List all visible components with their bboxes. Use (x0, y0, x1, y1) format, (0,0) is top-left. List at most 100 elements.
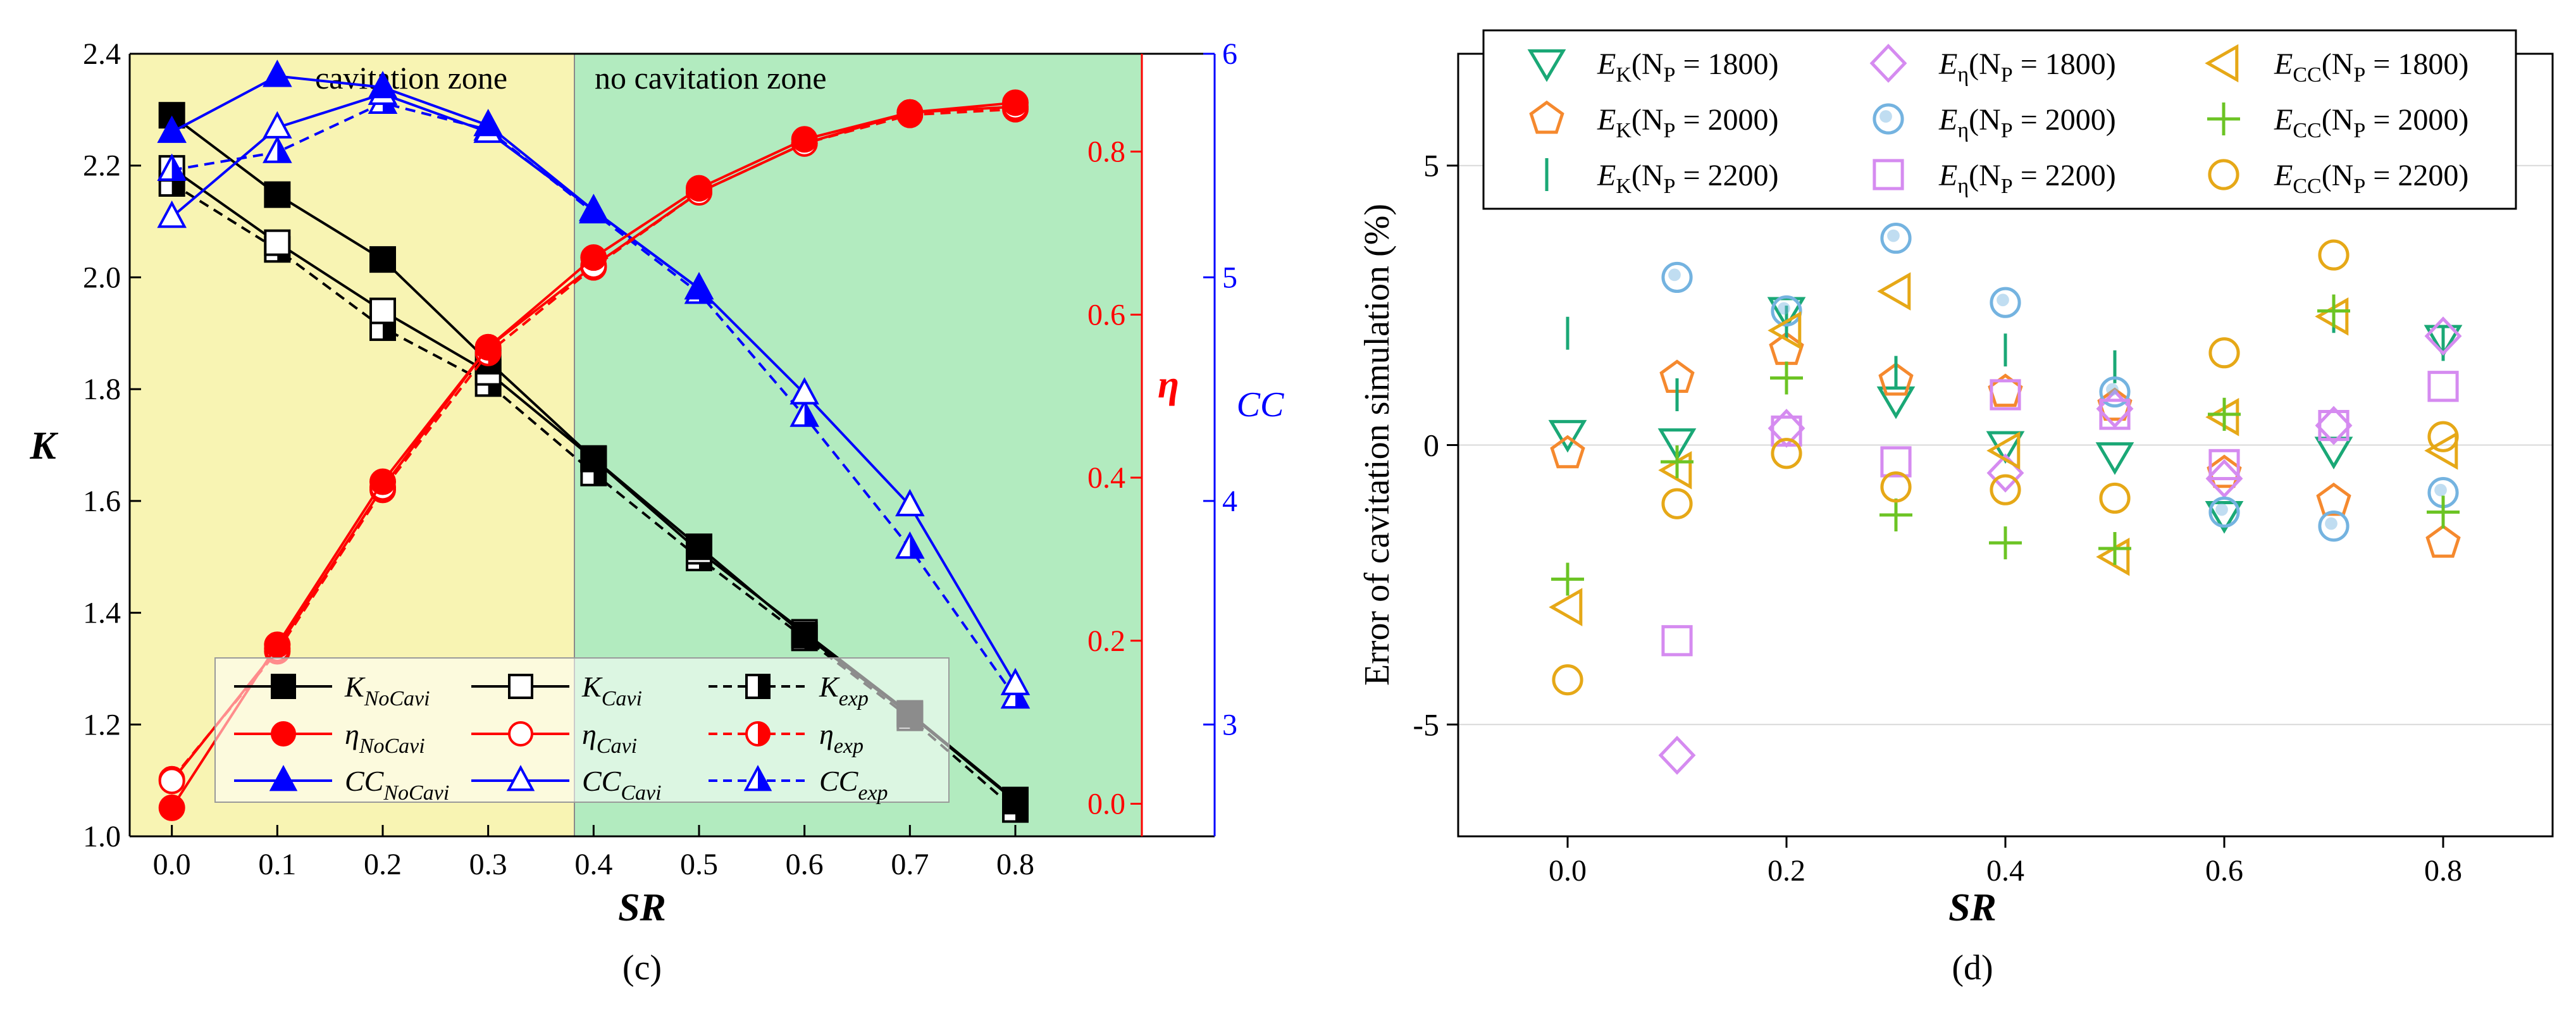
d-legend-label: EK(NP = 1800) (1597, 47, 1779, 87)
d-point-Eeta_2200-shape (1990, 379, 2021, 411)
d-legend-val: = 2200) (2013, 159, 2116, 192)
d-point-Ecc_2200 (1552, 664, 1583, 696)
d-point-Ecc_1800 (1986, 431, 2021, 470)
d-point-Ecc_1800 (1768, 311, 1802, 350)
d-point-Ecc_1800-shape (1768, 311, 1802, 350)
c-point-K_cavi (264, 229, 291, 256)
d-legend-tail: (N (1632, 47, 1664, 81)
d-legend-item-Eeta_2000: Eη(NP = 2000) (1873, 103, 2116, 142)
c-point-cc_exp-half (171, 156, 185, 180)
d-point-EK_1800-shape (2095, 442, 2134, 475)
d-point-Eeta_2000-shade (1997, 294, 2009, 307)
c-ticks: 0.0 0.1 0.2 0.3 0.4 0.5 0.6 0.7 0.8 1.0 1.2 1.4 1.6 1… (83, 37, 1237, 881)
d-point-EK_1800-shape (1657, 428, 1697, 461)
c-ktick-label: 1.8 (83, 373, 121, 406)
d-legend-np: P (1664, 119, 1676, 142)
d-point-Eeta_2000 (2208, 496, 2240, 528)
d-point-Eeta_2200-shape (1661, 625, 1693, 657)
c-legend-marker-shape (508, 721, 533, 747)
d-legend-sub: η (1957, 63, 1969, 87)
c-point-cc_cavi-shape (1000, 667, 1031, 695)
d-point-EK_1800-shape (2424, 325, 2463, 358)
c-xtick-label: 0.5 (680, 848, 718, 881)
c-legend-marker (508, 674, 533, 699)
d-point-Eeta_2200 (2099, 399, 2131, 430)
d-point-Eeta_1800 (2424, 316, 2462, 356)
c-legend-sub: exp (858, 781, 888, 805)
c-legend-label: KCavi (581, 671, 642, 710)
c-xtick-label: 0.4 (574, 848, 612, 881)
d-legend-np: P (2353, 63, 2365, 87)
d-legend-marker (2207, 102, 2240, 135)
d-point-Ecc_2200 (2099, 482, 2131, 514)
d-point-EK_1800 (2205, 500, 2244, 534)
zone-label-no-cavitation: no cavitation zone (595, 60, 827, 96)
d-legend-label: ECC(NP = 2000) (2274, 103, 2468, 142)
c-point-cc_exp (895, 531, 925, 559)
d-point-EK_1800 (2095, 442, 2134, 475)
d-legend-marker (1529, 100, 1564, 134)
d-point-Ecc_2000 (1879, 498, 1912, 531)
d-point-Eeta_2000-shade (2215, 503, 2228, 516)
d-point-Eeta_2200 (2427, 371, 2459, 402)
c-point-eta_nocavi (158, 794, 185, 821)
c-point-eta_nocavi-shape (791, 126, 818, 153)
d-legend-label: EK(NP = 2000) (1597, 103, 1779, 142)
d-legend-sub: CC (2293, 63, 2321, 87)
d-point-EK_2000-shape (2425, 524, 2461, 558)
c-etatick-label: 0.4 (1087, 461, 1125, 495)
d-point-Eeta_2200 (2208, 449, 2240, 481)
c-point-K_nocavi (369, 246, 396, 273)
c-point-cc_cavi-shape (263, 111, 292, 139)
c-legend-main: CC (582, 765, 622, 797)
c-legend-sub: Cavi (621, 781, 661, 805)
c-ktick-label: 1.6 (83, 485, 121, 518)
d-point-Eeta_2200-shape (2099, 399, 2131, 430)
d-legend-tail: (N (1632, 159, 1664, 192)
d-point-Eeta_2000-shape (2318, 511, 2350, 542)
c-point-eta_cavi (158, 767, 185, 795)
c-legend-item-eta_exp: ηexp (709, 718, 864, 758)
c-point-K_cavi-shape (264, 229, 291, 256)
c-legend-label: KNoCavi (344, 671, 430, 710)
d-legend-np: P (2001, 175, 2013, 198)
c-xtick-label: 0.3 (469, 848, 507, 881)
c-legend-item-eta_cavi: ηCavi (471, 718, 637, 758)
c-legend-marker-shape (508, 674, 533, 699)
d-legend-label: Eη(NP = 2200) (1938, 159, 2116, 198)
c-legend-label: ηexp (819, 718, 864, 758)
d-legend-marker-shape (1873, 159, 1904, 190)
d-point-Ecc_1800 (1549, 588, 1583, 627)
d-point-Ecc_2000 (1989, 526, 2022, 560)
c-point-eta_nocavi-shape (158, 794, 185, 821)
d-point-Eeta_2200 (1990, 379, 2021, 411)
d-point-EK_1800-shape (1548, 419, 1587, 453)
d-point-Ecc_2000 (1661, 445, 1694, 479)
d-legend-np: P (2353, 175, 2365, 198)
d-legend-main: E (1597, 47, 1616, 81)
d-point-EK_2000-shape (1878, 362, 1914, 396)
d-legend-marker (1873, 159, 1904, 190)
d-point-EK_2000-shape (2316, 482, 2351, 516)
d-legend-sub: CC (2293, 175, 2321, 198)
c-legend-label: ηCavi (582, 718, 637, 758)
d-legend-marker-shape (2205, 44, 2239, 83)
c-legend-main: η (819, 718, 834, 750)
d-point-Eeta_2000-shade (1887, 229, 1900, 242)
d-ytick-label: 5 (1423, 148, 1439, 183)
c-xtick-label: 0.0 (153, 848, 191, 881)
d-legend: EK(NP = 1800)EK(NP = 2000)EK(NP = 2200)E… (1482, 29, 2517, 210)
c-point-eta_nocavi (1002, 89, 1029, 116)
c-legend-marker-shape (269, 765, 298, 791)
c-point-eta_nocavi-shape (580, 244, 607, 271)
d-point-Eeta_2000-shape (1880, 222, 1912, 254)
c-legend-item-K_exp: Kexp (709, 671, 869, 710)
c-legend-sub: exp (834, 734, 864, 758)
d-legend-marker (1869, 44, 1907, 83)
d-point-Eeta_2200 (2318, 409, 2350, 442)
c-series-eta_nocavi (158, 89, 1029, 821)
d-ylabel: Error of cavitation simulation (%) (1358, 204, 1397, 686)
c-point-eta_nocavi (369, 468, 396, 495)
d-point-Eeta_2200 (1661, 625, 1693, 657)
c-point-cc_nocavi (263, 59, 292, 87)
